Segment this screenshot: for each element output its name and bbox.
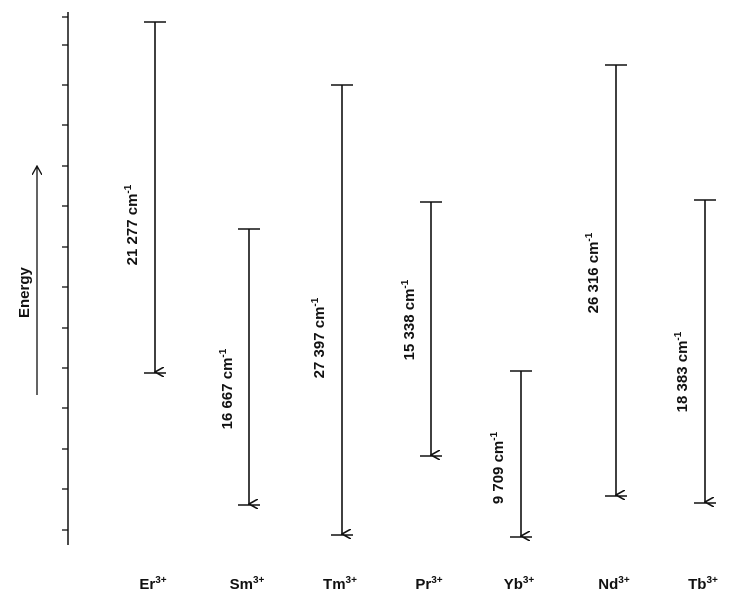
transition-tm: 27 397 cm-1 Tm3+ [310,84,357,593]
transition-yb: 9 709 cm-1 Yb3+ [489,370,535,593]
ion-label: Sm3+ [230,575,265,593]
energy-value-label: 15 338 cm-1 [400,279,418,360]
transition-nd: 26 316 cm-1 Nd3+ [584,64,630,593]
energy-value-label: 26 316 cm-1 [584,232,602,313]
energy-value-label: 27 397 cm-1 [310,297,328,378]
energy-value-label: 16 667 cm-1 [218,348,236,429]
ion-label: Nd3+ [598,575,630,593]
energy-value-label: 9 709 cm-1 [489,431,507,504]
transition-er: 21 277 cm-1 Er3+ [123,21,167,593]
transitions: 21 277 cm-1 Er3+ 16 667 cm-1 Sm3+ 27 397 cm-… [123,21,718,593]
ion-label: Pr3+ [415,575,442,593]
energy-indicator: Energy [16,166,37,395]
transition-tb: 18 383 cm-1 Tb3+ [673,199,718,593]
energy-value-label: 18 383 cm-1 [673,331,691,412]
ion-label: Er3+ [139,575,166,593]
axis-ticks [62,16,68,531]
ion-label: Yb3+ [504,575,535,593]
ion-label: Tm3+ [323,575,357,593]
energy-label: Energy [16,266,33,318]
ion-label: Tb3+ [688,575,718,593]
energy-value-label: 21 277 cm-1 [123,184,141,265]
transition-pr: 15 338 cm-1 Pr3+ [400,201,443,593]
transition-sm: 16 667 cm-1 Sm3+ [218,228,265,593]
energy-axis [62,12,69,545]
